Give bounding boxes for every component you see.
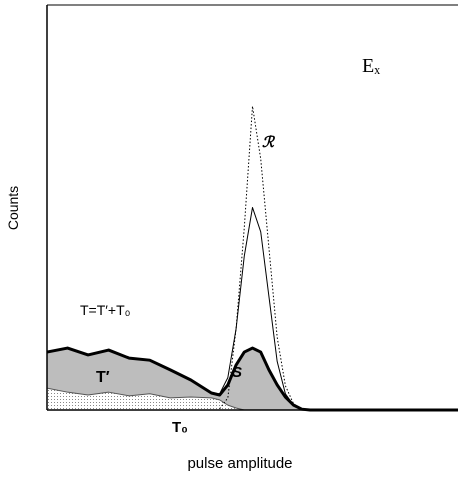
annotation: Eₓ [362, 55, 380, 77]
y-axis-label: Counts [5, 186, 21, 230]
annotation: T=T′+T₀ [80, 302, 131, 318]
annotation: T′ [96, 369, 110, 386]
series-label: T₀ [172, 419, 188, 436]
plot-area [46, 105, 458, 412]
line [46, 387, 245, 411]
area [47, 388, 245, 410]
series-label: ℛ [262, 134, 276, 151]
series-label: S [232, 364, 242, 381]
x-axis-label: pulse amplitude [187, 455, 292, 472]
line [219, 105, 458, 411]
